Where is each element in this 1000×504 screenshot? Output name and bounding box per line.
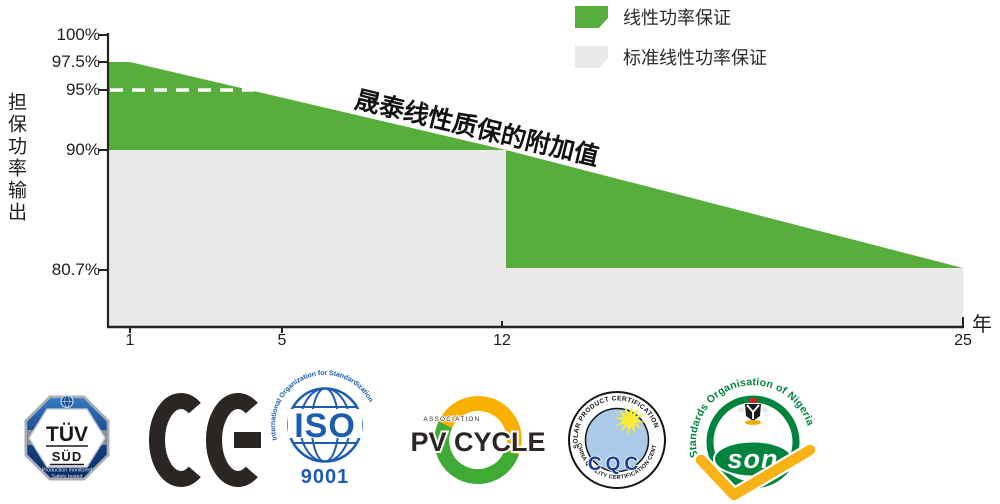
standard-warranty-area [108,150,963,327]
x-tick-5: 5 [277,332,287,349]
iso-title: ISO [294,407,356,445]
x-tick-12: 12 [493,332,511,349]
son-logo: Standards Organisation of Nigeria son [687,376,818,503]
tuv-globe-icon [60,395,74,408]
y-axis-title: 担保功率输出 [5,92,26,224]
y-tick-97-5: 97.5% [51,52,100,71]
x-tick-25: 25 [954,332,972,349]
pv-cycle-logo: ASSOCIATION PV CYCLE [408,395,548,485]
certification-logos: TÜV SÜD Production monitored Safety test… [0,370,818,503]
legend-item-linear: 线性功率保证 [575,4,731,30]
tuv-subtitle: SÜD [52,449,82,464]
legend-label-standard: 标准线性功率保证 [623,48,767,68]
legend-label-linear: 线性功率保证 [623,8,731,28]
linear-warranty-area-right [506,150,963,268]
warranty-chart-plot [99,33,964,333]
legend-swatch-gray [575,46,608,68]
pv-cycle-association: ASSOCIATION [423,416,480,423]
nigeria-coat-of-arms-icon [738,398,768,425]
x-axis-unit-label: 年 [972,314,992,336]
x-axis-ticks [129,321,503,333]
y-tick-80-7: 80.7% [51,260,100,279]
tuv-title: TÜV [46,423,88,446]
y-tick-95: 95% [65,80,100,99]
son-check-icon [695,444,816,501]
legend-swatch-green [575,6,608,28]
legend-item-standard: 标准线性功率保证 [575,44,767,70]
ce-mark-logo [149,393,261,487]
x-tick-1: 1 [125,332,135,349]
tuv-sud-logo: TÜV SÜD Production monitored Safety test… [24,395,110,481]
cqc-title: CQC [588,454,642,475]
y-axis-ticks [99,34,108,271]
iso-9001-logo: International Organization for Standardi… [270,370,374,488]
tuv-line1: Production monitored [42,468,92,474]
linear-warranty-area-left [108,62,506,150]
cqc-sun-icon [614,404,646,436]
iso-number: 9001 [301,466,350,488]
tuv-line2: Safety tested [52,474,83,480]
y-tick-90: 90% [65,140,100,159]
y-tick-100: 100% [56,25,100,44]
pv-cycle-title: PV CYCLE [410,427,545,457]
